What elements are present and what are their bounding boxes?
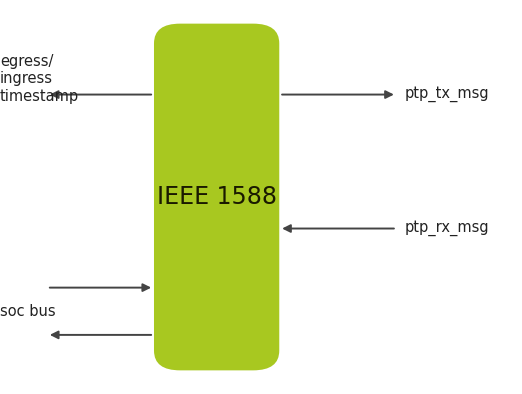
Text: ptp_rx_msg: ptp_rx_msg bbox=[405, 221, 489, 236]
Text: soc bus: soc bus bbox=[0, 304, 56, 319]
Text: egress/
ingress
timestamp: egress/ ingress timestamp bbox=[0, 54, 79, 104]
Text: IEEE 1588: IEEE 1588 bbox=[157, 185, 277, 209]
FancyBboxPatch shape bbox=[154, 24, 279, 370]
Text: ptp_tx_msg: ptp_tx_msg bbox=[405, 87, 489, 102]
